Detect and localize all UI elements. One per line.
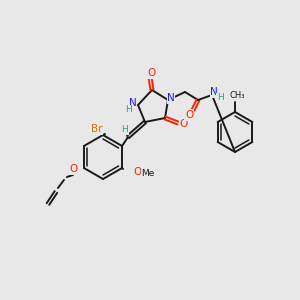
Text: O: O <box>70 164 78 174</box>
Text: CH₃: CH₃ <box>229 92 245 100</box>
Text: H: H <box>217 94 224 103</box>
Text: O: O <box>185 110 193 120</box>
Text: H: H <box>124 106 131 115</box>
Text: O: O <box>180 119 188 129</box>
Text: N: N <box>210 87 218 97</box>
Text: Br: Br <box>91 124 103 134</box>
Text: O: O <box>133 167 141 177</box>
Text: H: H <box>122 125 128 134</box>
Text: Me: Me <box>141 169 155 178</box>
Text: N: N <box>167 93 175 103</box>
Text: O: O <box>148 68 156 78</box>
Text: N: N <box>129 98 137 108</box>
